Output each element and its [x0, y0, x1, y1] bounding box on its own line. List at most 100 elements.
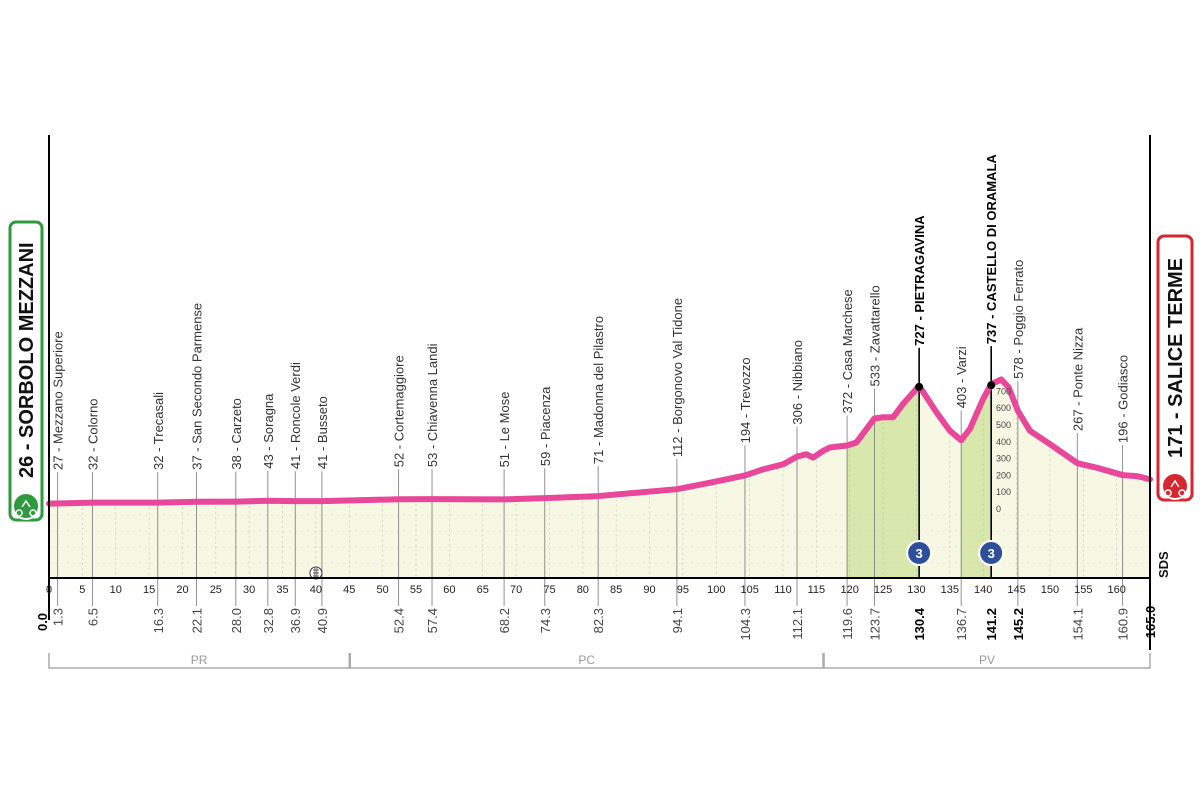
x-tick-label: 160 — [1107, 584, 1125, 596]
province-label: PR — [191, 653, 208, 667]
waypoint-km-label: 82.3 — [591, 608, 606, 633]
waypoint-km-label: 130.4 — [912, 607, 927, 640]
waypoint-label: 53 - Chiavenna Landi — [425, 343, 440, 467]
waypoint-km-label: 32.8 — [261, 608, 276, 633]
x-tick-label: 55 — [410, 584, 422, 596]
waypoint-label: 727 - PIETRAGAVINA — [912, 215, 927, 346]
finish-km-label: 165.0 — [1143, 606, 1158, 639]
x-tick-label: 95 — [677, 584, 689, 596]
x-tick-label: 20 — [176, 584, 188, 596]
altitude-tick-label: 100 — [996, 487, 1011, 497]
x-tick-label: 50 — [377, 584, 389, 596]
province-bracket — [48, 653, 351, 669]
x-tick-label: 75 — [543, 584, 555, 596]
finish-label: 171 - SALICE TERME — [1165, 258, 1187, 458]
summit-dot — [987, 381, 996, 390]
start-label: 26 - SORBOLO MEZZANI — [16, 242, 38, 478]
x-tick-label: 90 — [643, 584, 655, 596]
x-tick-label: 130 — [907, 584, 925, 596]
x-tick-label: 85 — [610, 584, 622, 596]
x-tick-label: 145 — [1007, 584, 1025, 596]
x-tick-label: 60 — [443, 584, 455, 596]
waypoint-km-label: 6.5 — [85, 608, 100, 626]
x-tick-label: 150 — [1041, 584, 1059, 596]
x-tick-label: 30 — [243, 584, 255, 596]
waypoint-label: 27 - Mezzano Superiore — [51, 331, 66, 470]
kom-category: 3 — [916, 546, 923, 561]
x-tick-label: 5 — [79, 584, 85, 596]
x-tick-label: 70 — [510, 584, 522, 596]
waypoint-label: 71 - Madonna del Pilastro — [591, 316, 606, 464]
kom-badge-icon — [978, 540, 1005, 566]
waypoint-label: 59 - Piacenza — [538, 386, 553, 466]
waypoint-km-label: 52.4 — [392, 608, 407, 633]
x-tick-label: 15 — [143, 584, 155, 596]
x-tick-label: 0 — [46, 584, 52, 596]
profile-line — [46, 376, 1153, 507]
province-label: PV — [979, 653, 995, 667]
x-tick-label: 35 — [276, 584, 288, 596]
waypoint-km-label: 136.7 — [954, 608, 969, 641]
waypoint-label: 403 - Varzi — [954, 346, 969, 408]
x-tick-label: 135 — [941, 584, 959, 596]
waypoint-label: 196 - Godiasco — [1116, 355, 1131, 443]
x-tick-label: 65 — [477, 584, 489, 596]
altitude-tick-label: 600 — [996, 403, 1011, 413]
sprint-flag-icon — [312, 568, 319, 578]
summit-dot — [915, 382, 924, 391]
kom-category: 3 — [988, 546, 995, 561]
sds-logo: SDS — [1156, 551, 1171, 578]
x-tick-label: 100 — [707, 584, 725, 596]
waypoint-label: 41 - Roncole Verdi — [288, 362, 303, 469]
kom-badge-icon — [906, 540, 933, 566]
altitude-tick-label: 500 — [996, 420, 1011, 430]
start-bike-glyph-icon — [15, 499, 37, 517]
waypoint-label: 41 - Busseto — [315, 396, 330, 469]
waypoint-km-label: 22.1 — [189, 608, 204, 633]
finish-bike-glyph-icon — [1164, 479, 1186, 497]
altitude-tick-label: 200 — [996, 470, 1011, 480]
waypoint-km-label: 40.9 — [315, 608, 330, 633]
start-cyclist-icon — [12, 492, 40, 520]
x-tick-label: 10 — [110, 584, 122, 596]
waypoint-label: 43 - Soragna — [261, 393, 276, 469]
waypoint-label: 578 - Poggio Ferrato — [1011, 260, 1026, 379]
x-tick-label: 125 — [874, 584, 892, 596]
x-tick-label: 40 — [310, 584, 322, 596]
waypoint-label: 32 - Colorno — [85, 398, 100, 470]
altitude-tick-label: 700 — [996, 386, 1011, 396]
altitude-tick-label: 0 — [996, 504, 1001, 514]
altitude-tick-label: 400 — [996, 437, 1011, 447]
waypoint-km-label: 16.3 — [151, 608, 166, 633]
x-tick-label: 115 — [808, 584, 826, 596]
x-tick-label: 105 — [740, 584, 758, 596]
province-bracket — [823, 653, 1151, 669]
waypoint-km-label: 123.7 — [867, 608, 882, 641]
waypoint-km-label: 112.1 — [790, 608, 805, 640]
waypoint-label: 51 - Le Mose — [497, 392, 512, 468]
x-tick-label: 120 — [841, 584, 859, 596]
altitude-tick-label: 300 — [996, 454, 1011, 464]
waypoint-label: 267 - Ponte Nizza — [1070, 327, 1085, 431]
waypoint-label: 37 - San Secondo Parmense — [189, 303, 204, 470]
waypoint-km-label: 28.0 — [229, 608, 244, 633]
waypoint-label: 38 - Carzeto — [229, 398, 244, 470]
waypoint-km-label: 68.2 — [497, 608, 512, 633]
waypoint-km-label: 160.9 — [1116, 608, 1131, 641]
waypoint-km-label: 36.9 — [288, 608, 303, 633]
province-label: PC — [578, 653, 595, 667]
province-bracket — [349, 653, 824, 669]
finish-cyclist-icon — [1161, 472, 1189, 500]
waypoint-label: 112 - Borgonovo Val Tidone — [670, 298, 685, 457]
waypoint-label: 533 - Zavattarello — [867, 285, 882, 386]
waypoint-km-label: 141.2 — [984, 608, 999, 641]
x-tick-label: 140 — [974, 584, 992, 596]
waypoint-km-label: 154.1 — [1070, 608, 1085, 641]
x-tick-label: 155 — [1074, 584, 1092, 596]
start-km-label: 0.0 — [35, 613, 50, 631]
waypoint-label: 32 - Trecasali — [151, 392, 166, 470]
waypoint-km-label: 104.3 — [738, 608, 753, 641]
waypoint-label: 306 - Nibbiano — [790, 340, 805, 425]
waypoint-km-label: 1.3 — [51, 608, 66, 626]
